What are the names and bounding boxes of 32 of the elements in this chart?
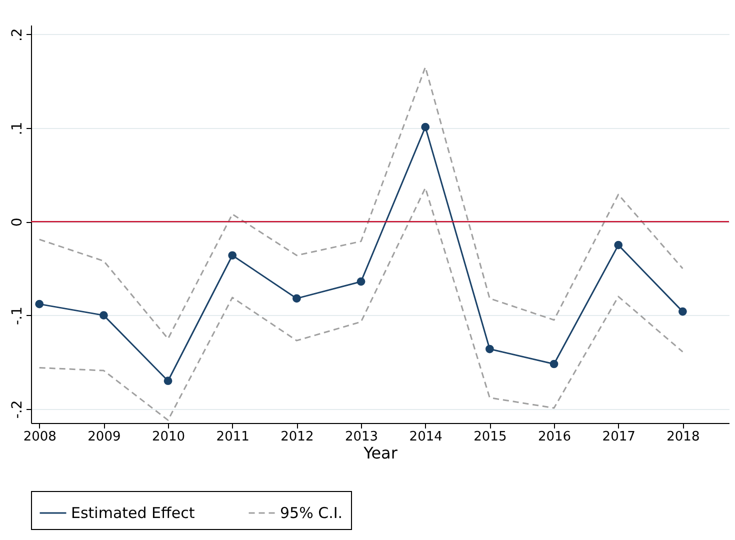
line-series [38,66,684,340]
x-tick-label: 2015 [474,430,507,444]
point [164,376,172,386]
point [228,251,237,260]
x-tick-label: 2017 [602,430,636,444]
x-axis-title: Year [362,444,398,462]
x-tick-label: 2013 [344,430,378,444]
point [100,311,108,320]
x-tick-label: 2009 [88,430,121,444]
point [550,360,558,368]
x-tick-label: 2008 [23,430,56,444]
point [292,294,301,303]
x-tick-label: 2014 [409,430,442,444]
point [35,300,44,308]
point [678,307,687,316]
point [486,344,494,354]
x-tick-label: 2011 [216,430,250,444]
point [356,277,366,286]
y-tick-label: -.1 [10,306,26,326]
x-tick-label: 2010 [152,430,186,444]
y-tick-label: .1 [10,122,26,136]
legend-label: 95% C.I. [280,504,343,522]
point [614,240,623,250]
point [421,122,430,132]
x-tick-label: 2012 [280,430,314,444]
y-tick-label: .2 [10,28,26,42]
y-tick-label: 0 [10,218,26,227]
x-tick-label: 2018 [666,430,700,444]
line-series [38,187,684,421]
legend-label: Estimated Effect [71,504,195,522]
x-tick-label: 2016 [538,430,572,444]
y-tick-label: -.2 [10,400,26,419]
